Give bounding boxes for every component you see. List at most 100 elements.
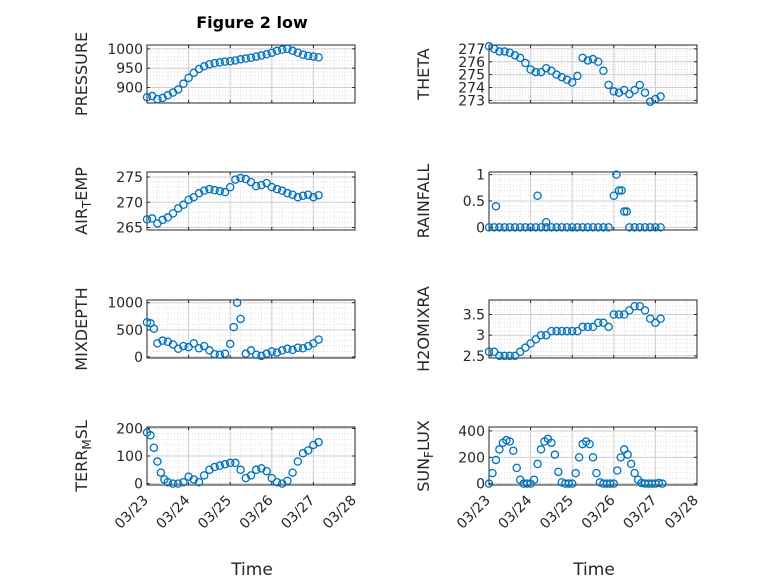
data-point [613,466,622,475]
data-point [626,459,636,469]
data-point [510,223,520,232]
data-point [619,207,629,216]
data-point [257,51,266,60]
series-mixdepth [142,298,323,361]
data-point [158,215,167,225]
data-point [220,57,230,66]
data-point [303,446,313,455]
data-point [314,335,323,344]
plot-area [147,300,355,358]
data-point [491,455,501,465]
y-tick-label: 273 [458,93,485,109]
data-point [288,190,297,199]
data-point [236,314,245,324]
data-point [564,479,573,488]
data-point [158,336,167,345]
data-point [583,322,593,332]
data-point [585,439,594,449]
data-point [656,223,665,232]
data-point [153,94,162,104]
data-point [293,457,303,466]
data-point [557,72,567,82]
x-axis-label-right: Time [572,560,615,580]
data-point [588,223,598,232]
data-point [529,475,539,484]
y-axis-label: RAINFALL [414,164,433,239]
data-point [298,50,308,59]
data-point [614,88,624,97]
data-point [168,479,178,488]
data-point [645,97,655,106]
data-point [588,54,598,64]
x-tick-label: 03/28 [320,493,360,533]
y-axis-label: AIRTEMP [72,167,94,235]
x-tick-label: 03/28 [662,493,702,533]
series-rainfall [484,170,665,232]
data-point [521,58,530,68]
data-point [272,477,282,487]
y-tick-label: 1000 [107,42,143,58]
data-point [526,339,535,348]
data-point [210,58,219,68]
axes-box [146,44,356,104]
data-point [277,346,287,355]
y-tick-label: 277 [458,42,485,58]
data-point [574,453,584,462]
data-point [489,347,499,357]
data-point [531,67,541,77]
data-point [236,173,245,183]
data-point [293,48,303,57]
data-point [635,301,645,311]
data-point [189,339,199,348]
data-point [288,345,297,355]
data-point [562,223,572,232]
data-point [609,310,619,319]
data-point [573,223,582,232]
data-point [606,479,615,488]
axes-box [146,299,356,359]
data-point [293,192,303,202]
series-terr_msl [142,428,323,488]
data-point [199,471,209,480]
data-point [257,180,266,190]
data-point [547,223,556,232]
y-axis-label: THETA [414,48,433,100]
y-tick-label: 3 [476,328,485,344]
data-point [168,340,178,349]
data-point [571,468,580,478]
data-point [495,47,504,56]
data-point [536,223,546,232]
data-point [562,75,572,85]
data-point [199,341,209,351]
series-h2omixra [484,301,665,361]
data-point [509,446,518,455]
data-point [599,223,608,232]
data-point [533,191,542,200]
data-point [251,465,261,475]
data-point [229,322,238,332]
x-tick-label: 03/27 [278,493,318,533]
data-point [592,468,601,478]
y-axis-label: TERRMSL [72,420,94,493]
data-point [521,223,530,232]
data-point [314,53,323,62]
data-point [205,60,214,69]
data-point [488,468,497,478]
data-point [283,188,292,198]
data-point [495,351,504,361]
data-point [163,477,173,487]
y-tick-label: 275 [458,68,485,84]
axes-box [146,171,356,231]
data-point [567,223,577,232]
data-point [283,476,292,486]
y-tick-label: 200 [116,421,143,437]
data-point [612,170,621,179]
data-point [215,58,225,67]
data-point [179,341,188,351]
data-point [314,437,323,447]
data-point [210,185,219,195]
y-tick-label: 950 [116,61,143,77]
x-tick-label: 03/23 [454,493,494,533]
data-point [536,445,546,454]
data-point [630,85,639,95]
